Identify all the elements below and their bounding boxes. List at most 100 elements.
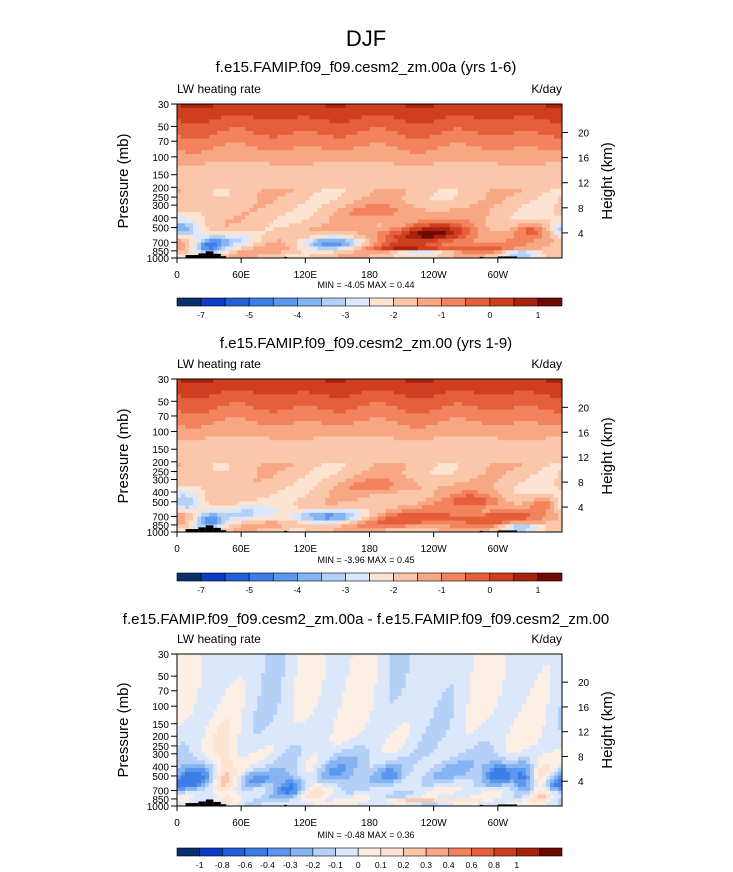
contour-cell (185, 771, 202, 777)
contour-cell (537, 676, 551, 682)
contour-cell (385, 238, 399, 244)
contour-cell (345, 188, 375, 194)
contour-cell (377, 238, 387, 244)
contour-cell (261, 478, 298, 483)
contour-cell (393, 390, 447, 395)
contour-cell (177, 669, 202, 674)
contour-cell (529, 771, 535, 777)
contour-cell (437, 254, 455, 258)
contour-cell (277, 134, 335, 140)
contour-cell (229, 726, 242, 731)
contour-cell (209, 779, 214, 784)
contour-cell (329, 794, 355, 799)
contour-cell (337, 764, 347, 769)
contour-cell (397, 250, 411, 255)
contour-cell (461, 489, 479, 495)
contour-cell (457, 234, 467, 240)
contour-cell (293, 779, 302, 784)
contour-cell (245, 417, 371, 422)
colorbar-swatch (417, 572, 442, 582)
contour-cell (345, 790, 355, 796)
contour-cell (525, 783, 531, 788)
contour-cell (429, 196, 455, 201)
contour-cell (201, 520, 206, 525)
contour-cell (177, 219, 194, 224)
contour-cell (177, 417, 226, 422)
contour-cell (341, 466, 371, 472)
contour-cell (557, 707, 562, 712)
contour-cell (349, 657, 379, 663)
contour-cell (321, 692, 343, 697)
topography-block (497, 530, 518, 532)
contour-cell (265, 756, 278, 761)
contour-cell (313, 707, 339, 712)
contour-cell (201, 783, 206, 788)
contour-cell (545, 254, 562, 258)
panel-1-title: f.e15.FAMIP.f09_f09.cesm2_zm.00a (yrs 1-… (216, 59, 517, 76)
contour-cell (405, 466, 435, 472)
contour-cell (177, 161, 206, 167)
contour-cell (369, 718, 431, 723)
contour-cell (197, 699, 222, 704)
contour-cell (349, 516, 359, 522)
contour-cell (377, 661, 391, 666)
contour-cell (193, 794, 218, 799)
contour-cell (513, 528, 527, 532)
contour-cell (253, 130, 294, 136)
contour-cell (181, 134, 210, 140)
contour-cell (465, 749, 495, 754)
contour-cell (549, 775, 555, 780)
contour-cell (177, 501, 194, 506)
x-tick-label: 120E (294, 544, 318, 555)
contour-cell (401, 771, 411, 777)
contour-cell (193, 524, 198, 529)
contour-cell (261, 676, 282, 682)
contour-cell (177, 665, 202, 670)
contour-cell (413, 223, 431, 228)
contour-cell (257, 200, 274, 205)
contour-cell (313, 802, 359, 806)
contour-cell (197, 246, 202, 251)
contour-cell (197, 695, 222, 701)
contour-cell (205, 730, 218, 735)
contour-cell (221, 768, 238, 773)
contour-cell (185, 424, 202, 430)
contour-cell (297, 783, 302, 788)
contour-cell (177, 505, 186, 510)
contour-cell (177, 127, 230, 132)
contour-cell (465, 703, 499, 708)
contour-cell (557, 711, 562, 716)
contour-cell (425, 497, 443, 502)
contour-cell (545, 379, 562, 384)
contour-cell (321, 242, 343, 248)
contour-cell (345, 684, 375, 689)
contour-cell (237, 779, 242, 784)
contour-cell (409, 150, 427, 155)
contour-cell (469, 794, 503, 799)
contour-cell (465, 520, 503, 525)
contour-cell (193, 234, 210, 240)
contour-cell (393, 482, 419, 487)
contour-cell (177, 798, 190, 803)
contour-cell (505, 737, 539, 742)
contour-cell (205, 787, 214, 792)
contour-cell (193, 512, 198, 518)
contour-cell (333, 512, 347, 518)
contour-cell (489, 493, 503, 499)
contour-cell (513, 486, 559, 491)
contour-cell (505, 669, 543, 674)
contour-cell (281, 238, 298, 244)
topography-block (497, 804, 518, 806)
y-tick-label: 30 (158, 375, 170, 386)
contour-cell (237, 501, 294, 506)
contour-cell (177, 382, 562, 388)
contour-cell (409, 665, 475, 670)
contour-cell (241, 509, 254, 514)
contour-cell (329, 768, 347, 773)
panel-3-contour-field (177, 654, 562, 806)
contour-cell (241, 730, 254, 735)
contour-cell (177, 250, 190, 255)
contour-cell (301, 242, 310, 248)
contour-cell (325, 497, 359, 502)
